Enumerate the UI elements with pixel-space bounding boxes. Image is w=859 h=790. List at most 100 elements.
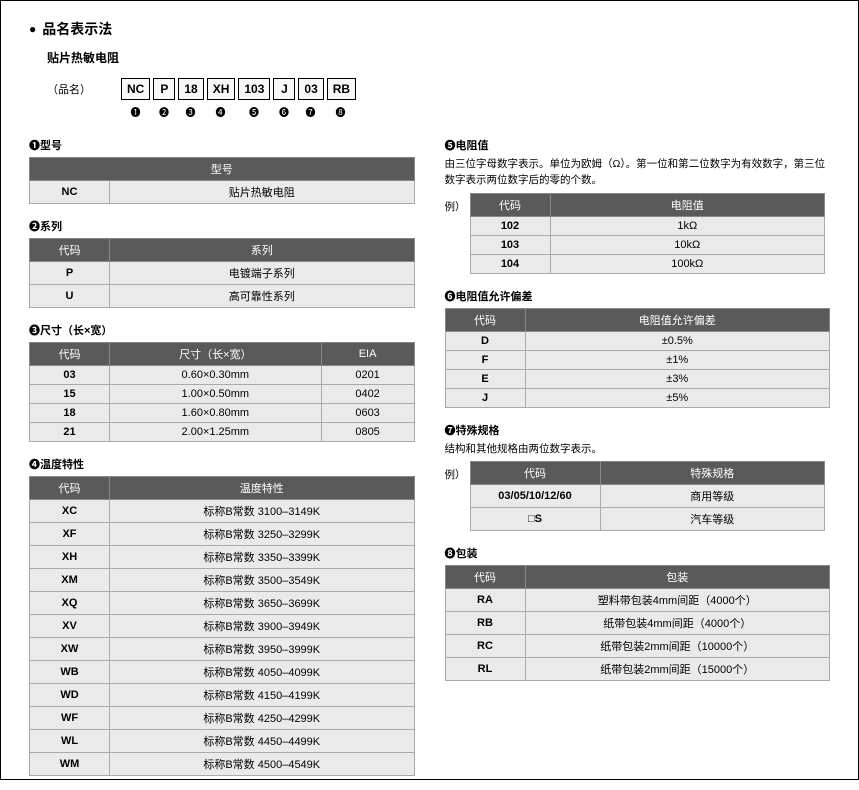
partname-box: RB <box>327 78 356 100</box>
table-cell: 18 <box>30 404 110 423</box>
table-row: RA塑料带包装4mm间距（4000个） <box>445 589 830 612</box>
table-row: 212.00×1.25mm0805 <box>30 423 415 442</box>
table-row: XQ标称B常数 3650–3699K <box>30 592 415 615</box>
partname-box: NC <box>121 78 150 100</box>
table-row: WD标称B常数 4150–4199K <box>30 684 415 707</box>
table-cell: 标称B常数 4450–4499K <box>110 730 415 753</box>
table-cell: 03/05/10/12/60 <box>470 485 600 508</box>
table-row: D±0.5% <box>445 331 830 350</box>
table-cell: 0.60×0.30mm <box>110 366 322 385</box>
partname-num: ❽ <box>326 104 355 119</box>
table-cell: 104 <box>470 254 550 273</box>
table-row: XV标称B常数 3900–3949K <box>30 615 415 638</box>
table-cell: 标称B常数 3500–3549K <box>110 569 415 592</box>
table-row: XF标称B常数 3250–3299K <box>30 523 415 546</box>
partname-box: 18 <box>178 78 203 100</box>
table-header: 尺寸（长×宽） <box>110 343 322 366</box>
table-cell: 标称B常数 4050–4099K <box>110 661 415 684</box>
table-cell: 贴片热敏电阻 <box>110 181 415 204</box>
section-title: ❷系列 <box>29 218 415 234</box>
table-row: XM标称B常数 3500–3549K <box>30 569 415 592</box>
partname-box: 03 <box>298 78 323 100</box>
table-header: 温度特性 <box>110 477 415 500</box>
table-header: 代码 <box>470 193 550 216</box>
table-cell: 汽车等级 <box>600 508 825 531</box>
table-row: 181.60×0.80mm0603 <box>30 404 415 423</box>
partname-box: J <box>273 78 295 100</box>
data-table: 型号NC贴片热敏电阻 <box>29 157 415 204</box>
table-cell: 1.60×0.80mm <box>110 404 322 423</box>
table-cell: □S <box>470 508 600 531</box>
table-cell: 标称B常数 3350–3399K <box>110 546 415 569</box>
section: ❷系列代码系列P电镀端子系列U高可靠性系列 <box>29 218 415 308</box>
table-cell: 纸带包装2mm间距（15000个） <box>525 658 830 681</box>
table-cell: 标称B常数 3650–3699K <box>110 592 415 615</box>
section-title: ❼特殊规格 <box>445 422 831 438</box>
table-cell: WB <box>30 661 110 684</box>
table-cell: 商用等级 <box>600 485 825 508</box>
table-cell: 0201 <box>321 366 414 385</box>
left-column: ❶型号型号NC贴片热敏电阻❷系列代码系列P电镀端子系列U高可靠性系列❸尺寸（长×… <box>29 137 415 790</box>
table-cell: 纸带包装4mm间距（4000个） <box>525 612 830 635</box>
section: ❼特殊规格结构和其他规格由两位数字表示。例）代码特殊规格03/05/10/12/… <box>445 422 831 532</box>
table-cell: 标称B常数 3100–3149K <box>110 500 415 523</box>
table-header: 代码 <box>445 308 525 331</box>
table-header: 系列 <box>110 239 415 262</box>
example-label: 例） <box>445 467 466 482</box>
section: ❺电阻值由三位字母数字表示。单位为欧姆（Ω）。第一位和第二位数字为有效数字，第三… <box>445 137 831 274</box>
table-cell: 电镀端子系列 <box>110 262 415 285</box>
table-cell: RB <box>445 612 525 635</box>
section-title: ❶型号 <box>29 137 415 153</box>
table-cell: 标称B常数 4250–4299K <box>110 707 415 730</box>
table-header: 型号 <box>30 158 415 181</box>
section-note: 由三位字母数字表示。单位为欧姆（Ω）。第一位和第二位数字为有效数字，第三位数字表… <box>445 157 831 189</box>
table-cell: ±5% <box>525 388 830 407</box>
section: ❸尺寸（长×宽）代码尺寸（长×宽）EIA030.60×0.30mm0201151… <box>29 322 415 442</box>
table-cell: 1kΩ <box>550 216 825 235</box>
table-row: 030.60×0.30mm0201 <box>30 366 415 385</box>
table-row: WM标称B常数 4500–4549K <box>30 753 415 776</box>
table-row: 10310kΩ <box>470 235 825 254</box>
table-header: 代码 <box>30 343 110 366</box>
partname-box: 103 <box>238 78 270 100</box>
table-cell: ±3% <box>525 369 830 388</box>
table-row: F±1% <box>445 350 830 369</box>
table-cell: 标称B常数 4500–4549K <box>110 753 415 776</box>
table-cell: WF <box>30 707 110 730</box>
table-cell: ±1% <box>525 350 830 369</box>
table-cell: 0603 <box>321 404 414 423</box>
page-title: 品名表示法 <box>29 19 830 39</box>
partname-box: P <box>153 78 175 100</box>
section-title: ❻电阻值允许偏差 <box>445 288 831 304</box>
table-cell: NC <box>30 181 110 204</box>
table-cell: 21 <box>30 423 110 442</box>
table-row: WF标称B常数 4250–4299K <box>30 707 415 730</box>
partname-num: ❷ <box>153 104 175 119</box>
partname-num: ❺ <box>238 104 270 119</box>
table-row: E±3% <box>445 369 830 388</box>
table-header: 代码 <box>445 566 525 589</box>
table-cell: U <box>30 285 110 308</box>
table-header: 代码 <box>470 462 600 485</box>
partname-num: ❹ <box>206 104 235 119</box>
table-cell: D <box>445 331 525 350</box>
partname-boxes: NCP18XH103J03RB <box>121 78 356 100</box>
table-row: 151.00×0.50mm0402 <box>30 385 415 404</box>
section-title: ❹温度特性 <box>29 456 415 472</box>
table-row: NC贴片热敏电阻 <box>30 181 415 204</box>
data-table: 代码电阻值允许偏差D±0.5%F±1%E±3%J±5% <box>445 308 831 408</box>
table-row: □S汽车等级 <box>470 508 825 531</box>
table-cell: 塑料带包装4mm间距（4000个） <box>525 589 830 612</box>
table-cell: 标称B常数 3900–3949K <box>110 615 415 638</box>
table-cell: WD <box>30 684 110 707</box>
section-title: ❺电阻值 <box>445 137 831 153</box>
table-cell: WL <box>30 730 110 753</box>
table-cell: WM <box>30 753 110 776</box>
example-label: 例） <box>445 199 466 214</box>
table-cell: F <box>445 350 525 369</box>
table-header: EIA <box>321 343 414 366</box>
data-table: 代码尺寸（长×宽）EIA030.60×0.30mm0201151.00×0.50… <box>29 342 415 442</box>
table-cell: 15 <box>30 385 110 404</box>
partname-num: ❶ <box>121 104 150 119</box>
table-row: XC标称B常数 3100–3149K <box>30 500 415 523</box>
